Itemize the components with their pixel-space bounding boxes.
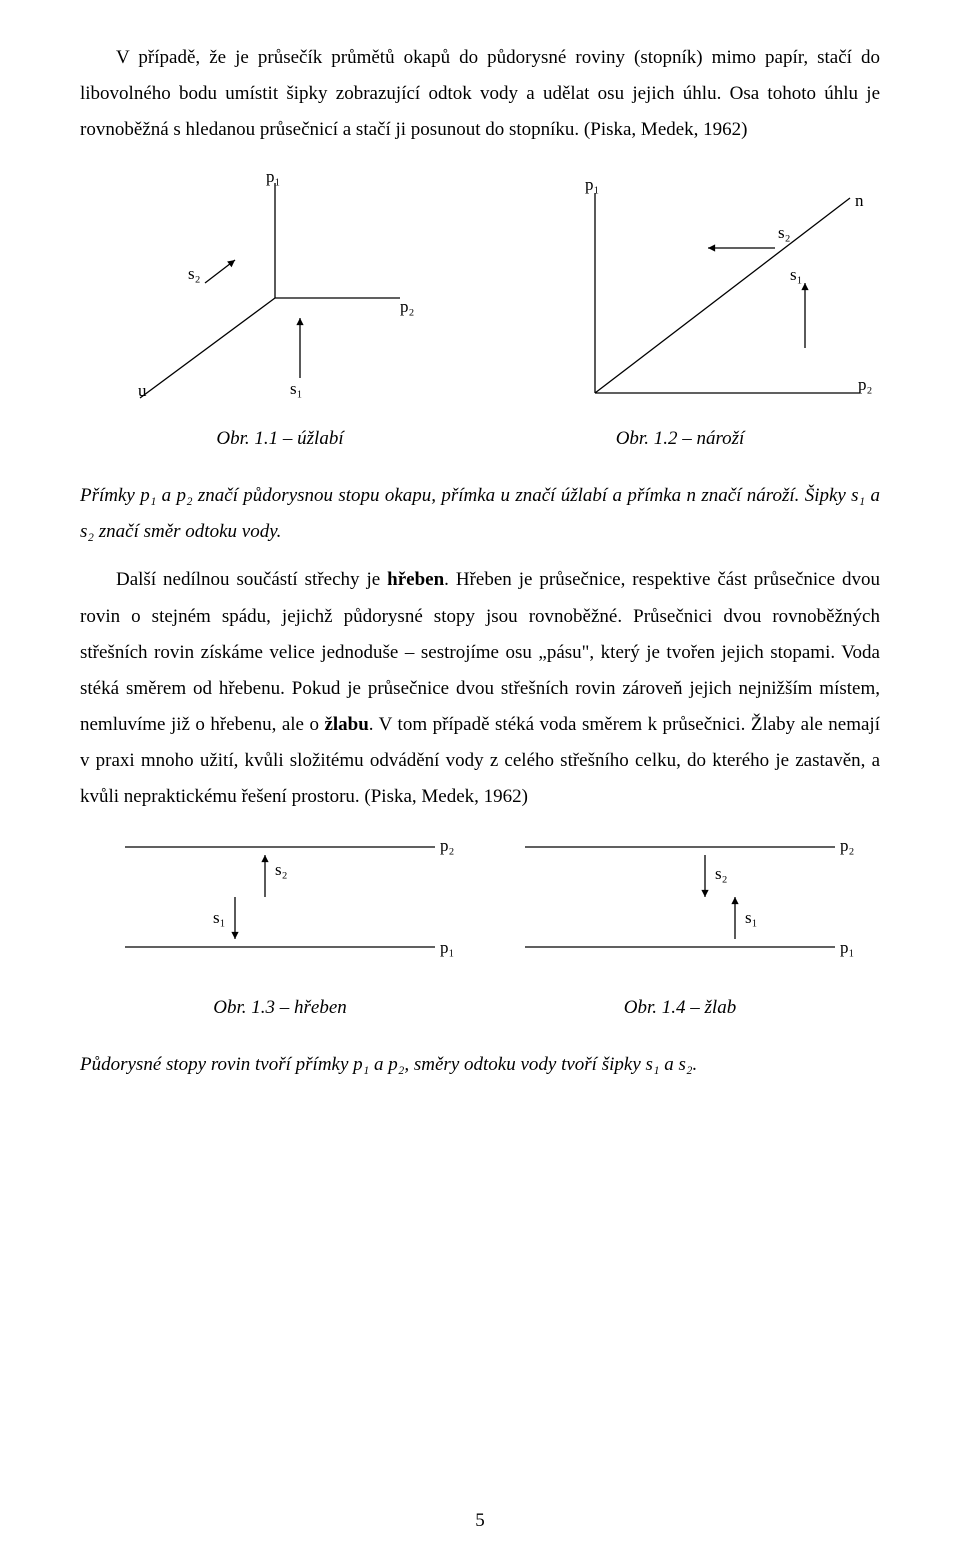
caption-1-3: Obr. 1.3 – hřeben (80, 997, 480, 1019)
page-number: 5 (0, 1510, 960, 1532)
svg-text:p₁: p₁ (585, 175, 599, 194)
caption-1-2: Obr. 1.2 – nároží (480, 428, 880, 450)
para3-seg1: Další nedílnou součástí střechy je (116, 569, 387, 590)
para3-bold2: žlabu (324, 714, 368, 735)
figure-1-3: p₂ s₂ s₁ p₁ (105, 827, 455, 967)
svg-text:p₂: p₂ (440, 836, 454, 855)
figure-row-1: p₁ s₂ u s₁ p₂ p₁ s₂ n s₁ p₂ (80, 168, 880, 408)
paragraph-4: Půdorysné stopy rovin tvoří přímky p₁ a … (80, 1047, 880, 1083)
paragraph-2: Přímky p₁ a p₂ značí půdorysnou stopu ok… (80, 478, 880, 550)
svg-text:p₁: p₁ (440, 938, 454, 957)
svg-text:s₂: s₂ (715, 864, 728, 883)
svg-text:u: u (138, 381, 147, 400)
figure-row-2: p₂ s₂ s₁ p₁ p₂ s₂ s₁ p₁ (80, 827, 880, 967)
svg-text:s₁: s₁ (745, 908, 758, 927)
caption-row-1: Obr. 1.1 – úžlabí Obr. 1.2 – nároží (80, 428, 880, 450)
caption-1-1: Obr. 1.1 – úžlabí (80, 428, 480, 450)
svg-text:p₂: p₂ (840, 836, 854, 855)
svg-text:n: n (855, 191, 864, 210)
svg-text:s₁: s₁ (213, 908, 226, 927)
svg-text:s₁: s₁ (790, 265, 803, 284)
svg-text:s₂: s₂ (778, 223, 791, 242)
svg-text:s₁: s₁ (290, 379, 303, 398)
svg-text:p₁: p₁ (840, 938, 854, 957)
svg-text:s₂: s₂ (188, 264, 201, 283)
svg-text:p₁: p₁ (266, 168, 280, 186)
svg-text:p₂: p₂ (858, 375, 872, 394)
svg-text:s₂: s₂ (275, 860, 288, 879)
caption-1-4: Obr. 1.4 – žlab (480, 997, 880, 1019)
page: V případě, že je průsečík průmětů okapů … (0, 0, 960, 1556)
figure-1-4: p₂ s₂ s₁ p₁ (505, 827, 855, 967)
caption-row-2: Obr. 1.3 – hřeben Obr. 1.4 – žlab (80, 997, 880, 1019)
figure-1-2: p₁ s₂ n s₁ p₂ (540, 168, 880, 408)
paragraph-1: V případě, že je průsečík průmětů okapů … (80, 40, 880, 148)
svg-text:p₂: p₂ (400, 297, 414, 316)
paragraph-3: Další nedílnou součástí střechy je hřebe… (80, 562, 880, 815)
para3-seg2: . Hřeben je průsečnice, respektive část … (80, 569, 880, 734)
figure-1-1: p₁ s₂ u s₁ p₂ (80, 168, 420, 408)
para3-bold1: hřeben (387, 569, 444, 590)
